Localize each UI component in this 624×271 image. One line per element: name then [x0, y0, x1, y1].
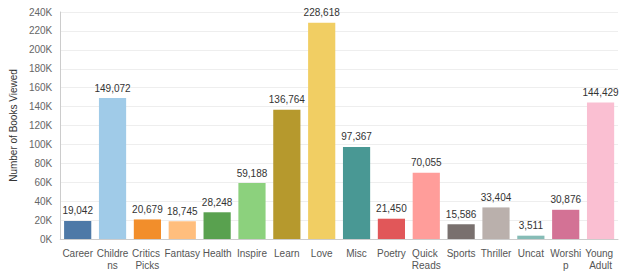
svg-text:Career: Career — [62, 248, 93, 259]
svg-text:30,876: 30,876 — [550, 194, 581, 205]
svg-text:70,055: 70,055 — [411, 157, 442, 168]
svg-text:Love: Love — [311, 248, 333, 259]
svg-text:Poetry: Poetry — [377, 248, 406, 259]
svg-text:80K: 80K — [34, 158, 52, 169]
svg-text:220K: 220K — [29, 25, 53, 36]
svg-text:21,450: 21,450 — [376, 203, 407, 214]
svg-text:ns: ns — [107, 260, 118, 271]
svg-text:Adult: Adult — [589, 260, 612, 271]
svg-text:Picks: Picks — [135, 260, 159, 271]
svg-text:60K: 60K — [34, 177, 52, 188]
svg-text:180K: 180K — [29, 63, 53, 74]
svg-text:40K: 40K — [34, 196, 52, 207]
svg-text:Sports: Sports — [447, 248, 476, 259]
svg-text:Number of Books Viewed: Number of Books Viewed — [8, 69, 19, 182]
svg-text:240K: 240K — [29, 7, 53, 18]
svg-text:20K: 20K — [34, 215, 52, 226]
svg-text:Inspire: Inspire — [237, 248, 267, 259]
svg-text:Worshi: Worshi — [550, 248, 581, 259]
svg-text:Critics: Critics — [132, 248, 163, 259]
svg-text:Thriller: Thriller — [481, 248, 512, 259]
svg-text:136,764: 136,764 — [269, 94, 306, 105]
svg-text:Misc: Misc — [346, 248, 367, 259]
svg-text:20,679: 20,679 — [132, 204, 163, 215]
svg-text:144,429: 144,429 — [582, 87, 619, 98]
svg-text:100K: 100K — [29, 139, 53, 150]
svg-text:33,404: 33,404 — [481, 192, 512, 203]
svg-text:149,072: 149,072 — [94, 83, 131, 94]
svg-text:p: p — [563, 260, 569, 271]
svg-text:3,511: 3,511 — [519, 220, 544, 231]
svg-text:Quick: Quick — [412, 248, 440, 259]
svg-text:200K: 200K — [29, 44, 53, 55]
svg-text:160K: 160K — [29, 82, 53, 93]
svg-text:18,745: 18,745 — [167, 206, 198, 217]
svg-text:19,042: 19,042 — [62, 205, 93, 216]
svg-text:97,367: 97,367 — [341, 131, 372, 142]
svg-text:Health: Health — [203, 248, 232, 259]
svg-text:228,618: 228,618 — [304, 7, 341, 18]
svg-text:59,188: 59,188 — [237, 168, 268, 179]
svg-text:0K: 0K — [40, 234, 53, 245]
svg-text:Reads: Reads — [412, 260, 441, 271]
svg-text:28,248: 28,248 — [202, 197, 233, 208]
svg-text:140K: 140K — [29, 101, 53, 112]
svg-text:Learn: Learn — [274, 248, 300, 259]
svg-text:Uncat: Uncat — [518, 248, 544, 259]
svg-text:Young: Young — [585, 248, 616, 259]
svg-text:Childre: Childre — [97, 248, 129, 259]
svg-text:Fantasy: Fantasy — [164, 248, 200, 259]
svg-text:120K: 120K — [29, 120, 53, 131]
svg-text:15,586: 15,586 — [446, 209, 477, 220]
